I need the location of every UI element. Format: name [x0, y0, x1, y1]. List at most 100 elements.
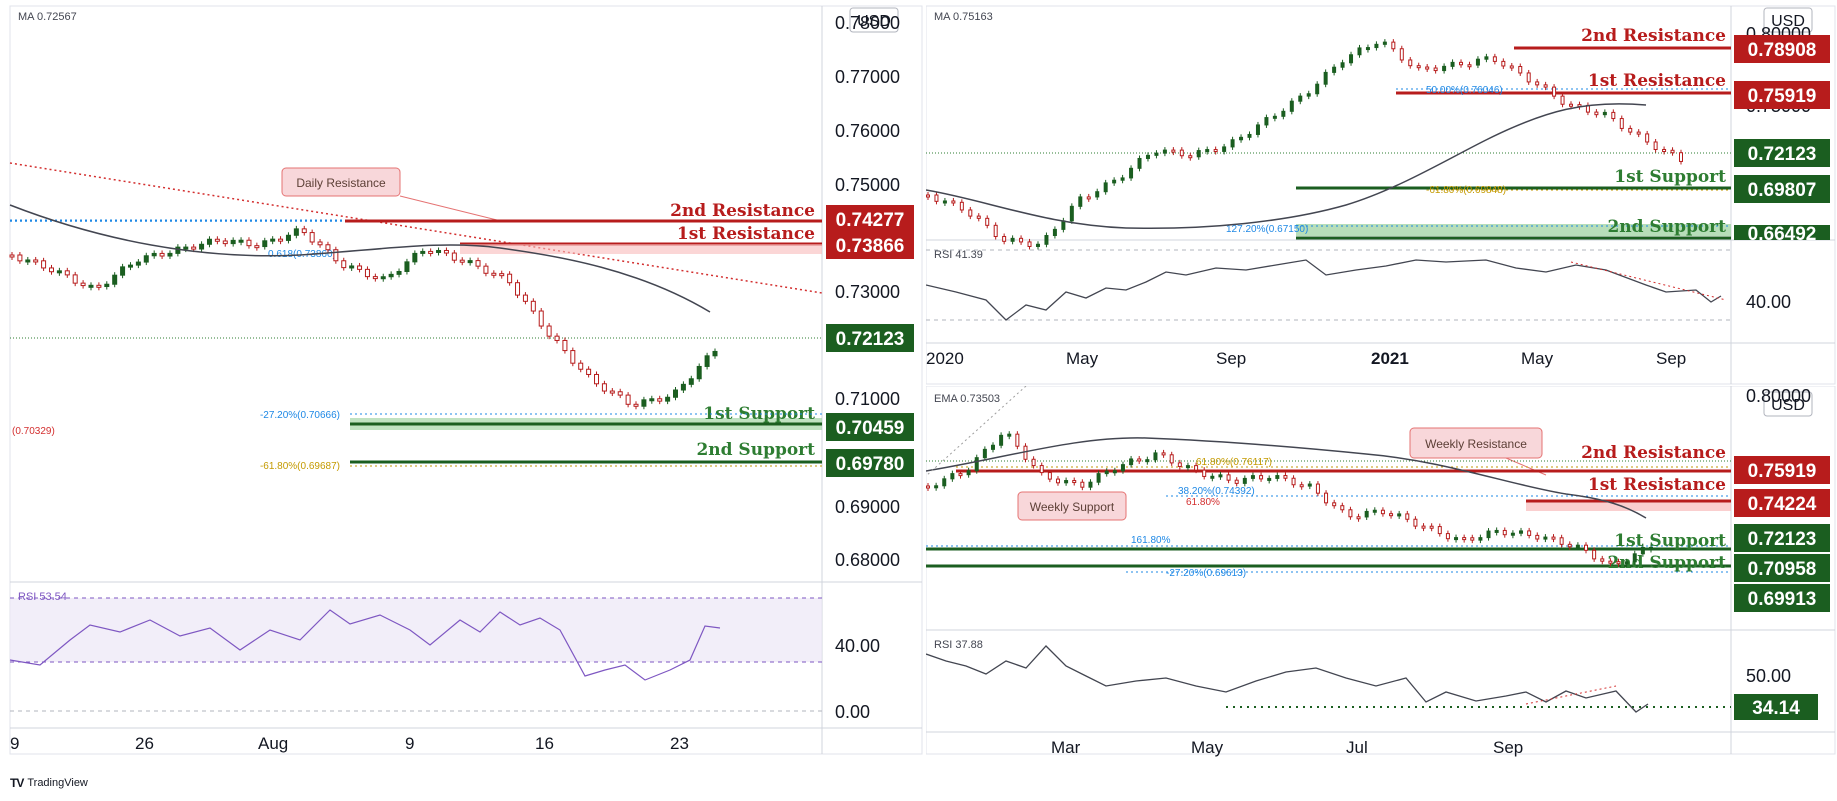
candles — [9, 225, 718, 410]
candle — [950, 473, 955, 480]
fib-label: 38.20%(0.74392) — [1178, 486, 1255, 497]
candle — [1230, 139, 1235, 148]
candle — [1332, 502, 1337, 507]
candle — [364, 268, 370, 278]
chart-weekly[interactable]: EMA 0.73503 USD 0.80000 Weekly Resistanc… — [925, 385, 1837, 760]
rsi-label: RSI 41.39 — [934, 249, 983, 261]
candle — [712, 350, 718, 357]
candle — [214, 238, 220, 242]
candle — [467, 260, 473, 264]
candle — [349, 265, 355, 269]
rsi-label: RSI 53.54 — [18, 591, 67, 603]
candle — [1047, 472, 1052, 480]
candle — [1306, 93, 1311, 97]
candle — [1255, 124, 1260, 135]
r1-price-box — [1734, 489, 1830, 517]
s1-price-box — [1734, 554, 1830, 582]
currency-label: USD — [1771, 397, 1805, 414]
candle — [1535, 81, 1540, 86]
current-price-box — [826, 324, 914, 352]
candle — [1421, 525, 1426, 529]
currency-button[interactable] — [1763, 7, 1813, 33]
ema-indicator-label: EMA 0.73503 — [934, 393, 1000, 405]
candle — [1289, 100, 1294, 112]
candle — [1039, 465, 1044, 474]
candle — [317, 241, 323, 246]
currency-button[interactable] — [849, 7, 899, 33]
candle — [1356, 516, 1361, 520]
time-tick: 2021 — [1371, 349, 1409, 368]
candle — [1242, 477, 1247, 484]
s2-price-box — [826, 449, 914, 477]
candle — [1364, 510, 1369, 518]
candle — [974, 457, 979, 472]
candle — [41, 260, 47, 269]
candle — [982, 448, 987, 459]
callout-box — [281, 167, 401, 197]
price-tick: 0.68000 — [835, 550, 900, 570]
candle — [1234, 479, 1239, 484]
candle — [1283, 475, 1288, 479]
candle — [688, 378, 694, 385]
rsi-tick: 40.00 — [835, 636, 880, 656]
currency-button[interactable] — [1763, 391, 1813, 417]
candle — [412, 252, 418, 263]
candle — [985, 217, 990, 226]
candle — [1509, 65, 1514, 69]
candle — [285, 234, 291, 241]
candle — [1088, 481, 1093, 488]
fib-label: 61.80%(0.76117) — [1196, 457, 1272, 468]
candle — [17, 254, 23, 262]
candle — [1137, 157, 1142, 169]
candle — [1015, 433, 1020, 447]
candle — [1543, 84, 1548, 88]
chart-hourly-svg[interactable]: MA 0.72567 USD 0.78000 0.77000 0.76000 0… — [0, 0, 926, 760]
candle — [1154, 152, 1159, 156]
candle — [1478, 537, 1483, 541]
candle — [246, 239, 252, 247]
chart-daily[interactable]: MA 0.75163 USD 0.80000 0.75000 50.00%(0.… — [925, 0, 1837, 385]
chart-hourly[interactable]: MA 0.72567 USD 0.78000 0.77000 0.76000 0… — [0, 0, 926, 760]
fib-label: -61.80%(0.69687) — [260, 461, 340, 472]
weekly-resistance-callout: Weekly Resistance — [1425, 437, 1527, 451]
ma-indicator-label: MA 0.72567 — [18, 11, 77, 23]
time-tick: Jul — [1346, 738, 1368, 757]
callout-box — [1409, 427, 1543, 459]
time-tick: 23 — [670, 734, 689, 753]
rsi-tick: 50.00 — [1746, 666, 1791, 686]
candle — [206, 238, 212, 245]
candle — [1222, 146, 1227, 152]
candle — [665, 396, 671, 402]
chart-weekly-svg[interactable]: EMA 0.73503 USD 0.80000 Weekly Resistanc… — [925, 385, 1837, 760]
candle — [96, 284, 102, 288]
price-tick: 0.75000 — [835, 175, 900, 195]
candle — [538, 310, 544, 327]
candle — [270, 238, 276, 242]
candle — [1080, 481, 1085, 488]
r2-price-box — [1734, 35, 1830, 63]
time-tick: 9 — [405, 734, 414, 753]
ma-line — [9, 204, 711, 313]
candle — [1332, 66, 1337, 73]
downtrend-line — [9, 162, 823, 294]
candle — [586, 368, 592, 375]
s2-price-box — [1734, 584, 1830, 612]
candle — [380, 276, 386, 280]
candle — [491, 272, 497, 276]
candle — [72, 274, 78, 284]
currency-label: USD — [857, 13, 891, 30]
candle — [1462, 537, 1467, 541]
candle — [1299, 484, 1304, 488]
candle — [1120, 177, 1125, 181]
candle — [1640, 546, 1645, 555]
candle — [530, 300, 536, 312]
candle — [1380, 509, 1385, 515]
chart-daily-svg[interactable]: MA 0.75163 USD 0.80000 0.75000 50.00%(0.… — [925, 0, 1837, 385]
rsi-tick: 0.00 — [835, 702, 870, 722]
candle — [222, 240, 228, 245]
time-axis: 2020 May Sep 2021 May Sep — [926, 349, 1686, 368]
candle — [696, 365, 702, 380]
candle — [617, 391, 623, 396]
candle — [976, 215, 981, 219]
tradingview-brand: TradingView — [27, 777, 88, 789]
